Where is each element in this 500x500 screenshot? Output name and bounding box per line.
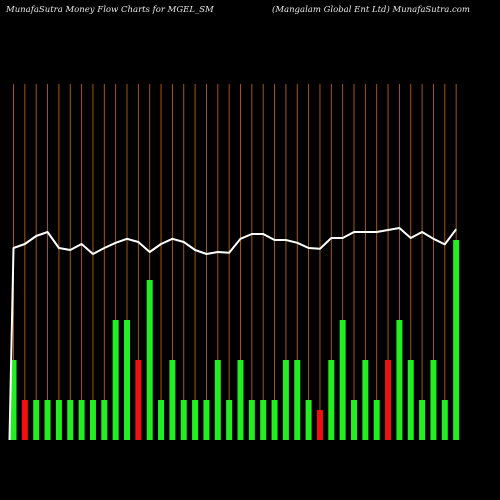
bar [78, 400, 85, 440]
bar [396, 320, 403, 440]
flow-line-path [8, 227, 457, 441]
bar [214, 360, 221, 440]
chart-title-left: MunafaSutra Money Flow Charts for MGEL_S… [6, 5, 214, 15]
bar [328, 360, 335, 440]
bar [385, 360, 392, 440]
bar [453, 240, 460, 440]
bar [271, 400, 278, 440]
bar [89, 400, 96, 440]
bar [362, 360, 369, 440]
bar [33, 400, 40, 440]
bar [55, 400, 62, 440]
bar [248, 400, 255, 440]
bar [237, 360, 244, 440]
flow-line [8, 227, 457, 441]
bar [67, 400, 74, 440]
bar [44, 400, 51, 440]
bar [260, 400, 267, 440]
bar [101, 400, 108, 440]
bar [203, 400, 210, 440]
bar [21, 400, 28, 440]
bar [430, 360, 437, 440]
bar [10, 360, 17, 440]
bar [316, 410, 323, 440]
bar [441, 400, 448, 440]
bar [135, 360, 142, 440]
bar [419, 400, 426, 440]
bar [351, 400, 357, 440]
bar [294, 360, 301, 440]
bar [407, 360, 414, 440]
bar [158, 400, 165, 440]
bar [226, 400, 233, 440]
bar [180, 400, 187, 440]
bar [112, 320, 119, 440]
bar [192, 400, 199, 440]
bar [339, 320, 346, 440]
bars [10, 240, 460, 440]
chart-title-right: (Mangalam Global Ent Ltd) MunafaSutra.co… [272, 5, 470, 15]
bar [305, 400, 312, 440]
bar [373, 400, 380, 440]
bar [146, 280, 153, 440]
bar [124, 320, 130, 440]
bar [169, 360, 176, 440]
bar [282, 360, 289, 440]
